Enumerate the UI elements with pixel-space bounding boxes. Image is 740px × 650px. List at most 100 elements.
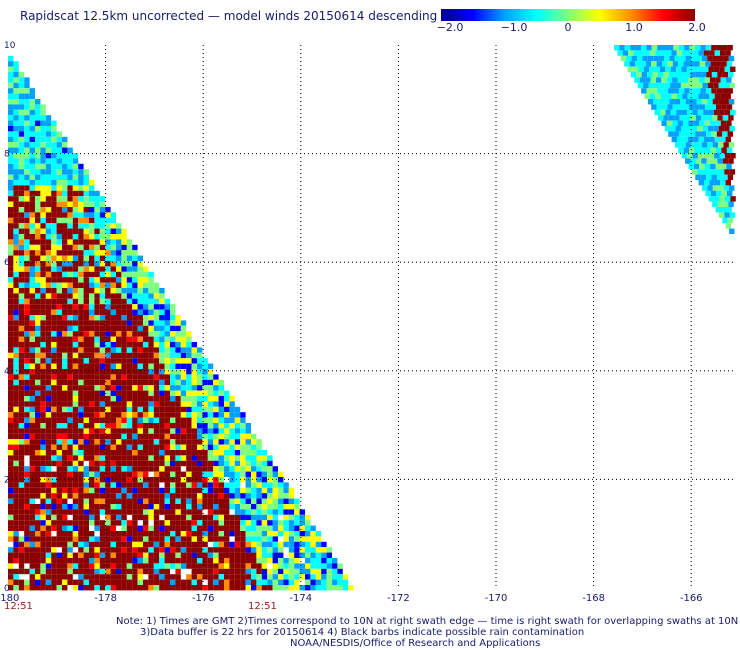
heatmap-cell — [105, 352, 111, 359]
heatmap-cell — [170, 482, 176, 488]
heatmap-cell — [105, 401, 111, 407]
heatmap-cell — [99, 450, 106, 456]
heatmap-cell — [51, 439, 57, 445]
heatmap-cell — [110, 396, 116, 402]
heatmap-cell — [164, 504, 170, 510]
heatmap-cell — [62, 180, 68, 186]
heatmap-cell — [18, 131, 25, 137]
heatmap-cell — [213, 460, 219, 467]
heatmap-cell — [654, 109, 660, 116]
heatmap-cell — [710, 120, 716, 126]
heatmap-cell — [89, 482, 95, 488]
heatmap-cell — [137, 320, 143, 326]
heatmap-cell — [691, 142, 697, 148]
heatmap-cell — [67, 525, 73, 531]
heatmap-cell — [62, 374, 68, 380]
heatmap-cell — [89, 509, 95, 515]
heatmap-cell — [218, 531, 224, 537]
heatmap-cell — [207, 460, 214, 467]
heatmap-cell — [691, 55, 697, 62]
heatmap-cell — [207, 504, 214, 510]
heatmap-cell — [51, 190, 57, 197]
heatmap-cell — [62, 412, 68, 418]
heatmap-cell — [45, 428, 52, 434]
heatmap-cell — [51, 223, 57, 229]
heatmap-cell — [649, 93, 656, 99]
heatmap-cell — [51, 477, 57, 483]
heatmap-cell — [126, 450, 133, 456]
heatmap-cell — [213, 428, 219, 434]
heatmap-cell — [251, 563, 257, 569]
heatmap-cell — [261, 487, 268, 494]
heatmap-cell — [18, 379, 25, 386]
heatmap-cell — [99, 244, 106, 251]
heatmap-cell — [186, 466, 192, 472]
heatmap-cell — [105, 250, 111, 256]
heatmap-cell — [56, 169, 62, 175]
heatmap-cell — [62, 396, 68, 402]
heatmap-cell — [137, 514, 143, 521]
heatmap-cell — [13, 379, 19, 386]
heatmap-cell — [99, 261, 106, 267]
heatmap-cell — [56, 493, 62, 499]
heatmap-cell — [202, 374, 208, 380]
heatmap-cell — [89, 412, 95, 418]
heatmap-cell — [18, 428, 25, 434]
heatmap-cell — [51, 180, 57, 186]
heatmap-cell — [707, 142, 713, 148]
heatmap-cell — [267, 482, 273, 488]
heatmap-cell — [51, 358, 57, 364]
heatmap-cell — [186, 525, 192, 531]
heatmap-cell — [229, 531, 235, 537]
heatmap-cell — [683, 120, 689, 126]
heatmap-cell — [186, 514, 192, 521]
heatmap-cell — [148, 293, 154, 299]
heatmap-cell — [197, 574, 203, 580]
heatmap-cell — [180, 385, 187, 391]
heatmap-cell — [261, 531, 268, 537]
heatmap-cell — [256, 477, 262, 483]
heatmap-cell — [132, 444, 138, 450]
heatmap-cell — [305, 563, 311, 569]
heatmap-cell — [148, 466, 154, 472]
heatmap-cell — [191, 579, 197, 585]
heatmap-cell — [197, 568, 203, 575]
heatmap-cell — [240, 493, 246, 499]
heatmap-cell — [213, 444, 219, 450]
heatmap-cell — [45, 190, 52, 197]
heatmap-cell — [170, 315, 176, 321]
heatmap-cell — [18, 169, 25, 175]
heatmap-cell — [13, 428, 19, 434]
heatmap-cell — [29, 536, 35, 542]
heatmap-cell — [218, 504, 224, 510]
heatmap-cell — [213, 379, 219, 386]
x-tick-label: -174 — [289, 593, 312, 604]
heatmap-cell — [132, 293, 138, 299]
heatmap-cell — [305, 574, 311, 580]
heatmap-cell — [94, 282, 100, 288]
heatmap-cell — [35, 336, 41, 342]
heatmap-cell — [62, 298, 68, 305]
heatmap-cell — [180, 563, 187, 569]
heatmap-cell — [715, 77, 721, 83]
heatmap-cell — [143, 363, 149, 369]
heatmap-cell — [40, 342, 46, 348]
heatmap-cell — [78, 325, 84, 332]
heatmap-cell — [56, 525, 62, 531]
heatmap-cell — [126, 293, 133, 299]
heatmap-cell — [245, 574, 251, 580]
heatmap-cell — [256, 514, 262, 521]
heatmap-cell — [40, 261, 46, 267]
heatmap-cell — [105, 504, 111, 510]
heatmap-cell — [121, 509, 127, 515]
heatmap-cell — [229, 460, 235, 467]
heatmap-cell — [116, 347, 122, 353]
heatmap-cell — [191, 563, 197, 569]
heatmap-cell — [321, 579, 327, 585]
heatmap-cell — [202, 406, 208, 413]
heatmap-cell — [45, 250, 52, 256]
heatmap-cell — [175, 579, 181, 585]
heatmap-cell — [137, 331, 143, 337]
heatmap-cell — [29, 261, 35, 267]
heatmap-cell — [13, 115, 19, 121]
